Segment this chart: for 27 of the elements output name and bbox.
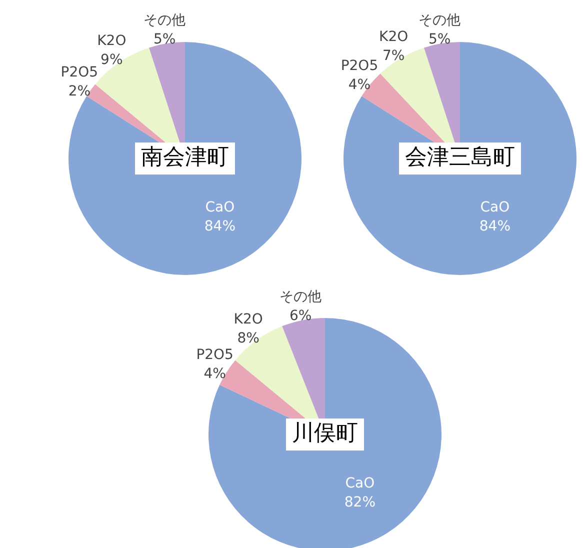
slice-label: P2O5 <box>60 64 98 80</box>
slice-label: K2O <box>97 33 126 50</box>
data-label: 8% <box>237 330 260 347</box>
slice-label: P2O5 <box>340 58 378 74</box>
text: 川俣町 <box>292 421 358 446</box>
slice-label: P2O5 <box>196 347 234 364</box>
data-label: 7% <box>382 48 405 64</box>
slice-label: その他 <box>144 12 186 28</box>
slice-label: CaO <box>345 475 375 492</box>
slice-label: CaO <box>480 199 510 216</box>
slice-label: その他 <box>418 12 461 28</box>
data-label: 84% <box>204 218 236 234</box>
slice-label: その他 <box>280 288 322 305</box>
data-label: 82% <box>344 494 376 510</box>
data-label: 9% <box>100 52 123 68</box>
slice-label: CaO <box>205 199 235 216</box>
data-label: 2% <box>68 83 91 100</box>
data-label: 6% <box>289 308 312 324</box>
data-label: 4% <box>348 76 371 93</box>
slice-label: K2O <box>234 312 263 328</box>
data-label: 5% <box>428 31 451 48</box>
text: 会津三島町 <box>405 145 515 170</box>
text: 南会津町 <box>141 145 229 170</box>
data-label: 84% <box>479 218 511 234</box>
data-label: 5% <box>153 31 176 48</box>
slice-label: K2O <box>379 28 408 45</box>
data-label: 4% <box>204 366 226 382</box>
